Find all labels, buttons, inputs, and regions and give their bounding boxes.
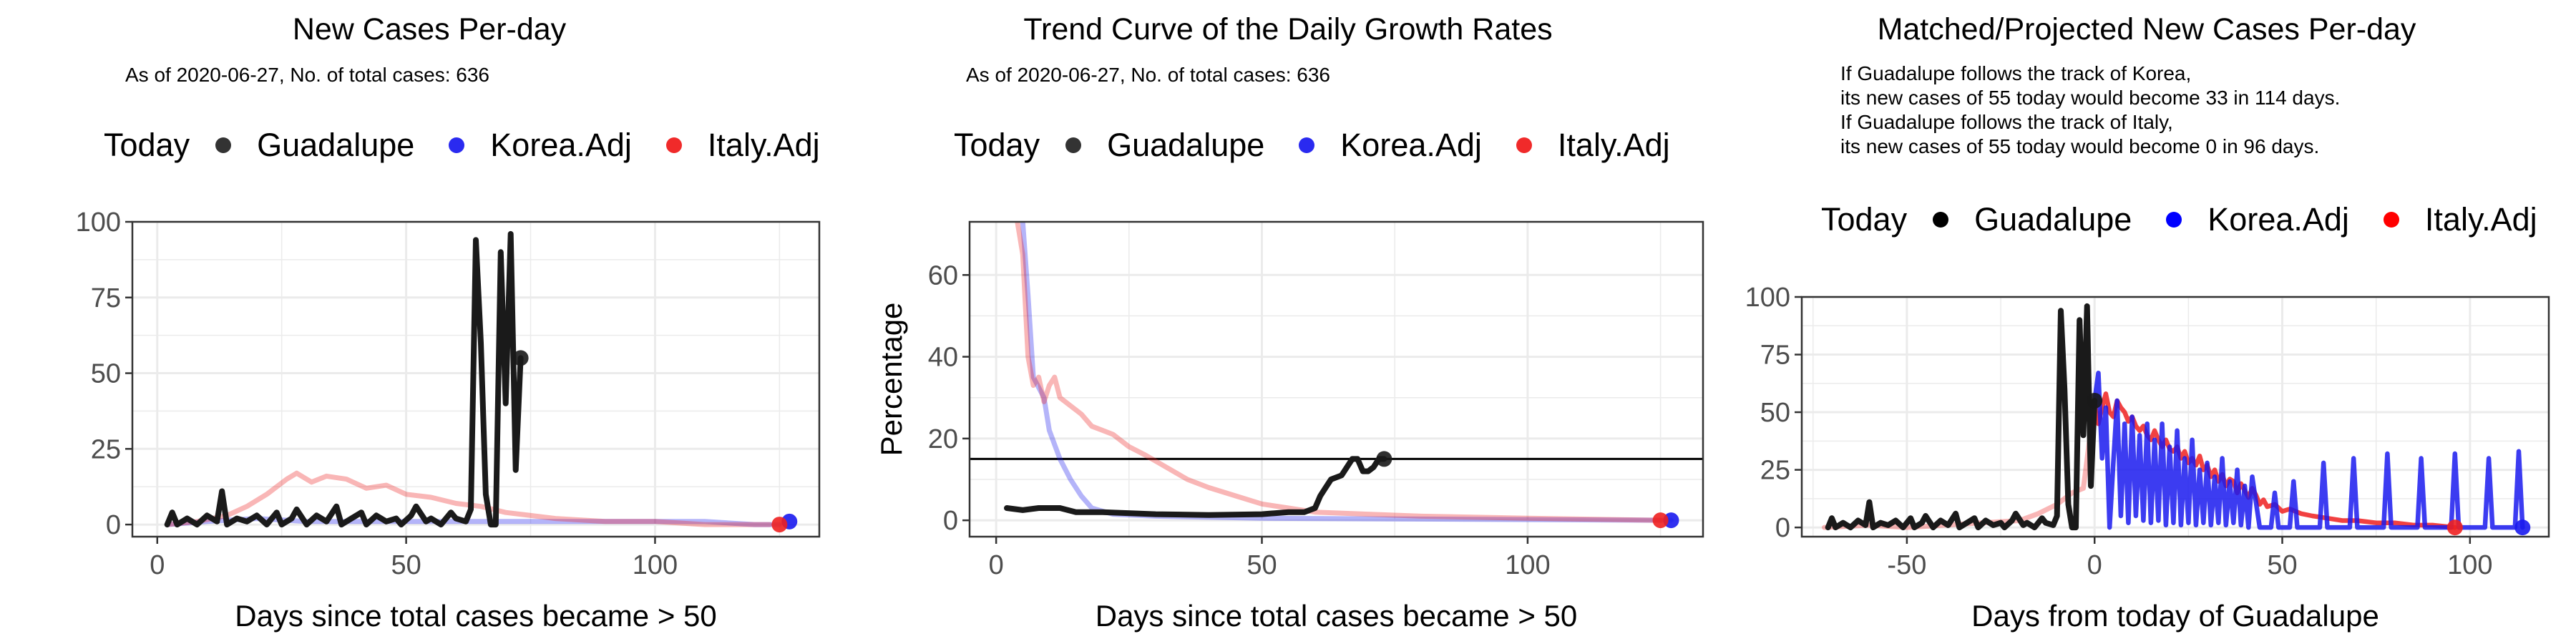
y-tick-label: 20 [928,424,958,454]
plot-border [131,220,821,538]
legend-korea-dot [449,137,465,153]
y-tick-label: 60 [928,260,958,291]
panel-growth-rates: Trend Curve of the Daily Growth Rates As… [859,0,1717,644]
series-line-korea-adj [165,516,782,527]
series-line-guadalupe [164,230,524,528]
y-tick-label: 50 [1760,398,1790,428]
x-axis-title: Days since total cases became > 50 [1096,599,1578,633]
growth-rates-chart: 0 20 40 60 0 50 100 Days since total cases beca… [874,220,1704,633]
legend-title: Today [1821,201,1908,238]
series-line-italy-adj-matched [1822,398,2097,530]
legend-italy-dot [2383,212,2399,228]
x-tick-label: 0 [989,550,1004,580]
series-line-korea-adj-projected [2092,371,2525,530]
x-axis-title: Days from today of Guadalupe [1971,599,2379,633]
y-axis-title: Percentage [874,303,908,457]
legend-korea-dot [2166,212,2182,228]
today-point-italy-adj [2446,519,2463,536]
legend: Today Guadalupe Korea.Adj Italy.Adj [104,124,854,167]
x-tick-label: -50 [1887,550,1926,580]
x-tick-label: 0 [2087,550,2102,580]
y-tick-label: 0 [1775,513,1790,543]
y-tick-label: 0 [943,506,958,536]
legend-guadalupe-label: Guadalupe [1974,201,2132,238]
x-tick-label: 100 [1505,550,1550,580]
plot-border [968,220,1704,538]
y-tick-label: 75 [91,283,121,313]
y-tick-label: 40 [928,343,958,373]
legend-italy-dot [665,137,682,153]
legend: Today Guadalupe Korea.Adj Italy.Adj [954,124,1704,167]
legend-korea-label: Korea.Adj [490,127,632,163]
today-point-korea-adj [2514,519,2531,536]
legend-korea-label: Korea.Adj [1340,127,1482,163]
y-tick-label: 75 [1760,341,1790,371]
y-tick-label: 25 [1760,456,1790,486]
legend-italy-label: Italy.Adj [2424,201,2537,238]
series-line-korea-adj [1020,222,1674,523]
legend: Today Guadalupe Korea.Adj Italy.Adj [1821,198,2572,241]
legend-guadalupe-label: Guadalupe [1107,127,1265,163]
projection-note-2: its new cases of 55 today would become 3… [1840,87,2341,109]
plot-area [970,222,1703,523]
y-tick-label: 100 [76,208,121,238]
x-tick-label: 100 [2447,550,2492,580]
y-tick-label: 100 [1745,283,1790,313]
panel-projected: Matched/Projected New Cases Per-day If G… [1717,0,2576,644]
legend-italy-dot [1516,137,1532,153]
legend-italy-label: Italy.Adj [1557,127,1670,163]
series-line-guadalupe [1004,456,1387,518]
today-point-italy-adj [1652,512,1669,529]
y-tick-label: 25 [91,434,121,464]
projection-note-1: If Guadalupe follows the track of Korea, [1840,62,2192,84]
chart-subtitle: As of 2020-06-27, No. of total cases: 63… [125,64,489,86]
legend-title: Today [104,127,190,163]
x-tick-label: 50 [2267,550,2297,580]
today-point-guadalupe [1376,451,1392,467]
plot-area [1822,303,2525,531]
projection-note-3: If Guadalupe follows the track of Italy, [1840,111,2173,133]
legend-guadalupe-label: Guadalupe [257,127,415,163]
chart-title: New Cases Per-day [292,12,567,47]
x-tick-label: 50 [1246,550,1277,580]
chart-subtitle: As of 2020-06-27, No. of total cases: 63… [966,64,1330,86]
today-point-guadalupe [2087,392,2103,409]
projection-note-4: its new cases of 55 today would become 0… [1840,135,2320,157]
chart-title: Trend Curve of the Daily Growth Rates [1023,12,1553,47]
legend-guadalupe-dot [1065,137,1082,153]
legend-korea-label: Korea.Adj [2207,201,2349,238]
projected-cases-chart: 0 25 50 75 100 -50 0 50 100 Days from today of Gu… [1745,283,2550,633]
plot-border [1800,296,2550,538]
chart-title: Matched/Projected New Cases Per-day [1877,12,2416,47]
panel-new-cases: New Cases Per-day As of 2020-06-27, No. … [0,0,859,644]
today-point-italy-adj [771,517,788,533]
legend-italy-label: Italy.Adj [707,127,820,163]
legend-title: Today [954,127,1040,163]
new-cases-chart: 0 25 50 75 100 0 50 100 Days since total cases b… [76,208,821,633]
series-line-guadalupe [1825,303,2098,531]
x-axis-title: Days since total cases became > 50 [235,599,717,633]
legend-guadalupe-dot [1933,212,1949,228]
series-line-italy-adj [165,470,772,527]
legend-korea-dot [1299,137,1315,153]
x-tick-label: 0 [150,550,165,580]
legend-guadalupe-dot [215,137,232,153]
plot-area [164,230,782,528]
today-point-guadalupe [512,350,529,366]
x-tick-label: 100 [633,550,678,580]
y-tick-label: 50 [91,359,121,389]
x-tick-label: 50 [391,550,421,580]
y-tick-label: 0 [106,510,121,540]
